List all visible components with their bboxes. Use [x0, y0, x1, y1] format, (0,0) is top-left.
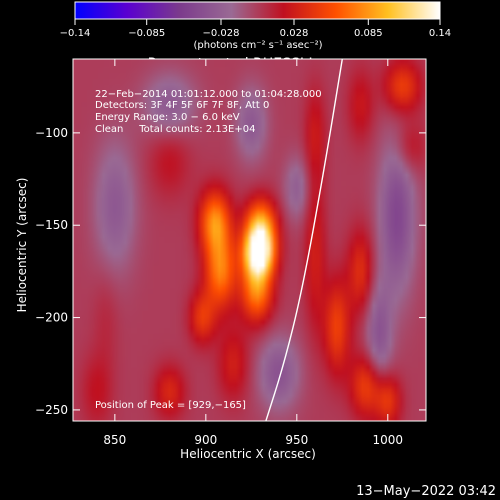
y-axis-ticks: −100 −150 −200 −250: [35, 126, 426, 417]
y-tick-label: −250: [35, 403, 68, 417]
annotation-clean-counts: Clean Total counts: 2.13E+04: [95, 124, 255, 135]
render-timestamp: 13−May−2022 03:42: [356, 484, 496, 499]
annotation-peak-position: Position of Peak = [929,−165]: [95, 400, 246, 411]
colorbar-ticks: −0.14 −0.085 −0.028 0.028 0.085 0.14: [60, 19, 451, 39]
colorbar-tick-label: 0.028: [280, 28, 309, 39]
x-axis-ticks: 850 900 950 1000: [103, 59, 403, 447]
x-tick-label: 850: [103, 433, 126, 447]
colorbar-tick-label: −0.14: [60, 28, 91, 39]
annotation-time-range: 22−Feb−2014 01:01:12.000 to 01:04:28.000: [95, 89, 322, 100]
colorbar: [75, 2, 440, 19]
heatmap-image: [73, 59, 426, 421]
x-tick-label: 950: [285, 433, 308, 447]
x-tick-label: 900: [194, 433, 217, 447]
y-tick-label: −200: [35, 311, 68, 325]
y-tick-label: −150: [35, 218, 68, 232]
y-tick-label: −100: [35, 126, 68, 140]
x-axis-label: Heliocentric X (arcsec): [180, 447, 316, 461]
plot-frame: [72, 58, 427, 422]
colorbar-tick-label: 0.085: [354, 28, 383, 39]
colorbar-tick-label: 0.14: [429, 28, 451, 39]
annotation-detectors: Detectors: 3F 4F 5F 6F 7F 8F, Att 0: [95, 100, 269, 111]
colorbar-units-label: (photons cm⁻² s⁻¹ asec⁻²): [193, 40, 322, 51]
solar-limb-curve: [265, 59, 343, 421]
x-tick-label: 1000: [373, 433, 404, 447]
annotation-energy-range: Energy Range: 3.0 − 6.0 keV: [95, 112, 240, 123]
y-axis-label: Heliocentric Y (arcsec): [15, 178, 29, 313]
colorbar-tick-label: −0.028: [202, 28, 239, 39]
colorbar-tick-label: −0.085: [128, 28, 165, 39]
colorbar-frame: [74, 1, 441, 20]
